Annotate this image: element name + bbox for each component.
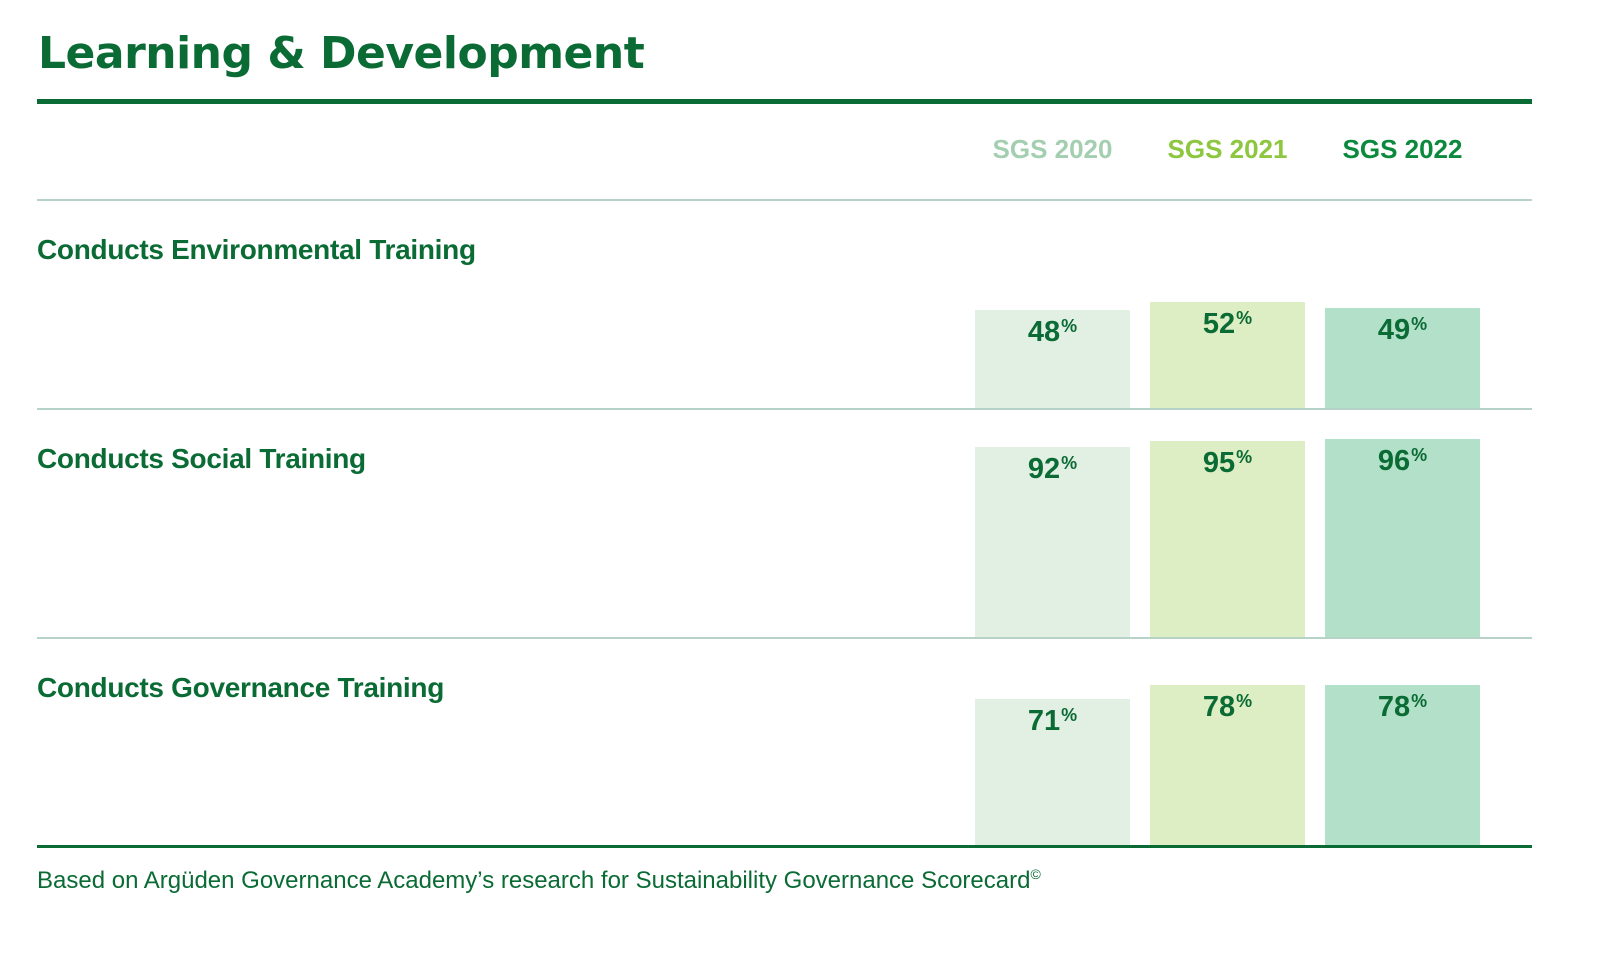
bar-1-3 [1325, 308, 1480, 408]
value-label-1-3: 49% [1325, 314, 1480, 347]
row-label-2: Conducts Social Training [37, 443, 366, 474]
row-label-3: Conducts Governance Training [37, 672, 445, 703]
bar-2-1 [975, 447, 1130, 637]
header-divider [37, 199, 1532, 201]
row-label-1: Conducts Environmental Training [37, 234, 476, 265]
value-percent-sign: % [1236, 691, 1253, 711]
bar-1-1 [975, 310, 1130, 408]
value-percent-sign: % [1411, 445, 1428, 465]
value-label-3-3: 78% [1325, 691, 1480, 724]
value-number: 71 [1027, 705, 1061, 737]
value-label-2-2: 95% [1150, 447, 1305, 480]
source-footnote: Based on Argüden Governance Academy’s re… [37, 866, 1041, 895]
value-percent-sign: % [1236, 308, 1253, 328]
value-number: 52 [1202, 308, 1236, 340]
value-percent-sign: % [1411, 691, 1428, 711]
value-label-3-2: 78% [1150, 691, 1305, 724]
value-number: 95 [1202, 447, 1236, 479]
value-label-2-1: 92% [975, 453, 1130, 486]
bar-3-3 [1325, 685, 1480, 845]
column-header-3: SGS 2022 [1342, 134, 1463, 164]
value-label-3-1: 71% [975, 705, 1130, 738]
value-number: 78 [1202, 691, 1236, 723]
chart-title: Learning & Development [38, 28, 645, 79]
value-number: 49 [1377, 314, 1411, 346]
value-percent-sign: % [1061, 705, 1078, 725]
value-label-1-2: 52% [1150, 308, 1305, 341]
footnote-text: Based on Argüden Governance Academy’s re… [37, 867, 1031, 894]
copyright-mark: © [1030, 866, 1041, 882]
value-number: 96 [1377, 445, 1411, 477]
bar-1-2 [1150, 302, 1305, 408]
value-percent-sign: % [1061, 453, 1078, 473]
title-divider [37, 99, 1532, 104]
bar-2-2 [1150, 441, 1305, 637]
column-header-2: SGS 2021 [1167, 134, 1288, 164]
bar-2-3 [1325, 439, 1480, 637]
value-label-2-3: 96% [1325, 445, 1480, 478]
value-percent-sign: % [1411, 314, 1428, 334]
value-percent-sign: % [1061, 316, 1078, 336]
value-percent-sign: % [1236, 447, 1253, 467]
value-number: 78 [1377, 691, 1411, 723]
value-number: 48 [1027, 316, 1061, 348]
row-divider-1 [37, 408, 1532, 410]
bottom-divider [37, 845, 1532, 848]
value-label-1-1: 48% [975, 316, 1130, 349]
bar-3-2 [1150, 685, 1305, 845]
value-number: 92 [1027, 453, 1061, 485]
column-header-1: SGS 2020 [992, 134, 1113, 164]
bar-3-1 [975, 699, 1130, 845]
row-divider-2 [37, 637, 1532, 639]
